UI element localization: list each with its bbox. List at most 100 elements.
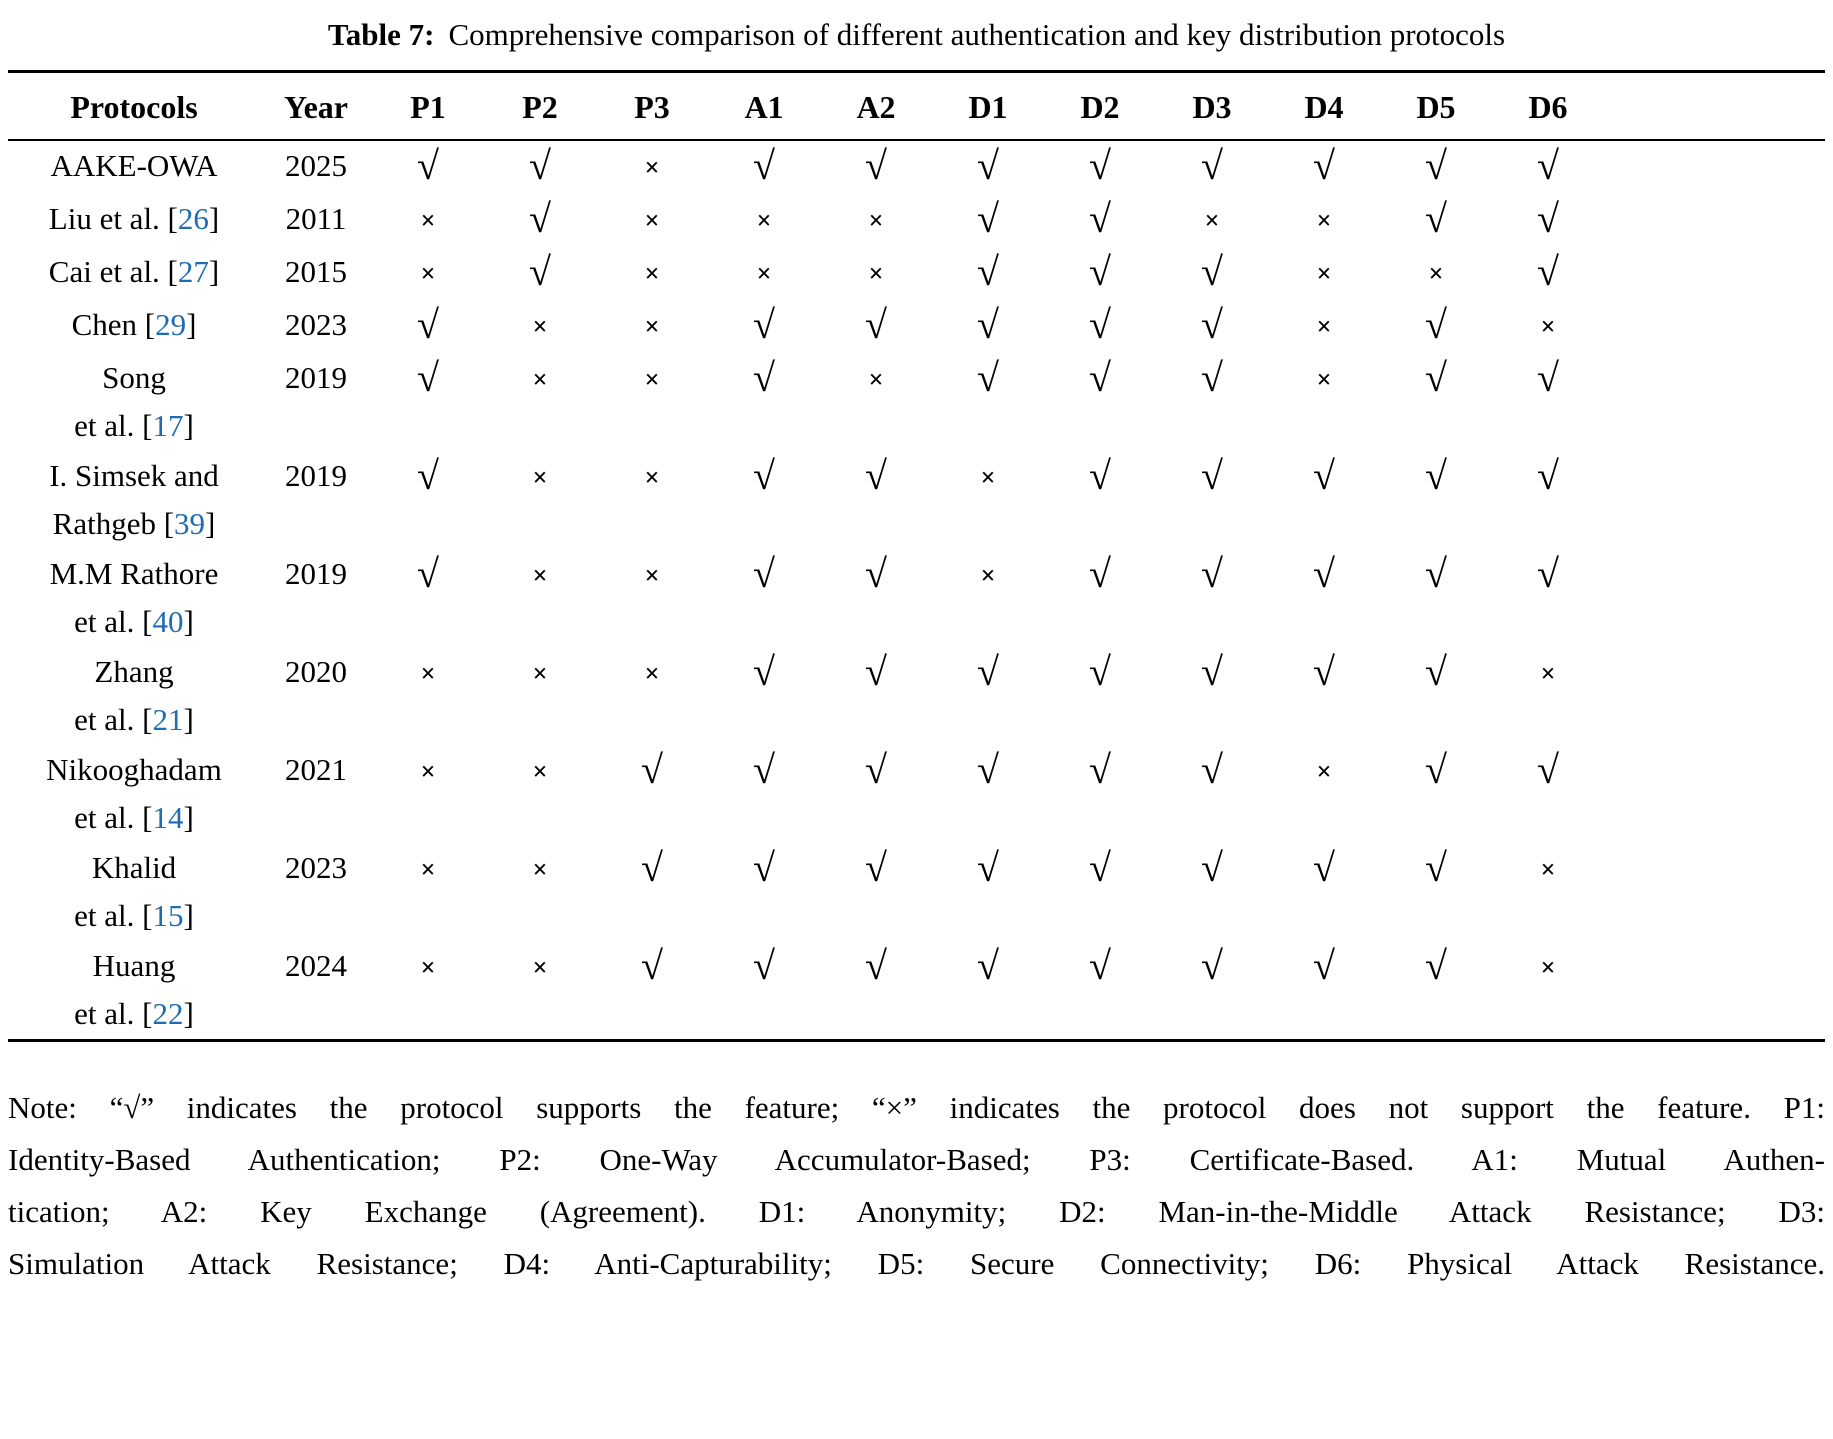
mark-cell: √ xyxy=(932,300,1044,353)
mark-cell: √ xyxy=(1156,140,1268,194)
row-end-spacer xyxy=(1604,549,1825,647)
citation-link[interactable]: 14 xyxy=(152,800,184,835)
table-row: Song et al. [17] 2019 √ × × √ × √ √ √ × √ √ xyxy=(8,353,1825,451)
check-mark: √ xyxy=(1313,845,1335,890)
check-mark: √ xyxy=(1425,143,1447,188)
check-mark: √ xyxy=(1313,453,1335,498)
check-mark: √ xyxy=(641,943,663,988)
mark-cell: √ xyxy=(596,745,708,843)
protocol-text: et al. [ xyxy=(74,898,153,933)
column-header-protocols: Protocols xyxy=(8,71,260,141)
mark-cell: × xyxy=(932,549,1044,647)
header-end-spacer xyxy=(1604,71,1825,141)
year-value: 2011 xyxy=(285,201,347,236)
mark-cell: × xyxy=(1156,194,1268,247)
mark-cell: √ xyxy=(1380,843,1492,941)
table-row: AAKE-OWA 2025 √ √ × √ √ √ √ √ √ √ √ xyxy=(8,140,1825,194)
check-mark: √ xyxy=(417,453,439,498)
mark-cell: × xyxy=(484,941,596,1041)
check-mark: √ xyxy=(865,453,887,498)
mark-cell: × xyxy=(484,843,596,941)
protocol-name-cell: Cai et al. [27] xyxy=(8,247,260,300)
column-header-d6: D6 xyxy=(1492,71,1604,141)
mark-cell: √ xyxy=(1268,140,1380,194)
citation-link[interactable]: 21 xyxy=(152,702,184,737)
mark-cell: √ xyxy=(1044,247,1156,300)
mark-cell: × xyxy=(820,247,932,300)
cross-mark: × xyxy=(1204,206,1220,235)
column-header-p2: P2 xyxy=(484,71,596,141)
check-mark: √ xyxy=(977,747,999,792)
cross-mark: × xyxy=(644,463,660,492)
mark-cell: × xyxy=(596,549,708,647)
column-header-d3: D3 xyxy=(1156,71,1268,141)
row-end-spacer xyxy=(1604,300,1825,353)
table-row: Nikooghadam et al. [14] 2021 × × √ √ √ √ √ √ × √ √ xyxy=(8,745,1825,843)
citation-link[interactable]: 15 xyxy=(152,898,184,933)
mark-cell: √ xyxy=(1156,745,1268,843)
check-mark: √ xyxy=(1425,453,1447,498)
check-mark: √ xyxy=(977,649,999,694)
protocol-name-cell: Song et al. [17] xyxy=(8,353,260,451)
cross-mark: × xyxy=(532,855,548,884)
citation-link[interactable]: 17 xyxy=(152,408,184,443)
mark-cell: × xyxy=(596,647,708,745)
row-end-spacer xyxy=(1604,745,1825,843)
header-row: Protocols Year P1 P2 P3 A1 A2 D1 D2 D3 D4 D5 D6 xyxy=(8,71,1825,141)
cross-mark: × xyxy=(644,312,660,341)
mark-cell: √ xyxy=(1044,647,1156,745)
check-mark: √ xyxy=(753,453,775,498)
check-mark: √ xyxy=(865,649,887,694)
protocol-name-line: AAKE-OWA xyxy=(8,142,260,190)
protocol-name-cell: AAKE-OWA xyxy=(8,140,260,194)
protocol-name-line: et al. [14] xyxy=(8,794,260,842)
check-mark: √ xyxy=(977,355,999,400)
citation-link[interactable]: 29 xyxy=(155,307,187,342)
citation-link[interactable]: 40 xyxy=(152,604,184,639)
check-mark: √ xyxy=(1089,943,1111,988)
mark-cell: × xyxy=(372,247,484,300)
mark-cell: √ xyxy=(708,745,820,843)
mark-cell: √ xyxy=(708,549,820,647)
protocol-name-cell: Nikooghadam et al. [14] xyxy=(8,745,260,843)
mark-cell: √ xyxy=(1044,745,1156,843)
cross-mark: × xyxy=(532,312,548,341)
mark-cell: × xyxy=(372,194,484,247)
table-row: Huang et al. [22] 2024 × × √ √ √ √ √ √ √ √ × xyxy=(8,941,1825,1041)
check-mark: √ xyxy=(1425,551,1447,596)
mark-cell: √ xyxy=(932,941,1044,1041)
check-mark: √ xyxy=(865,143,887,188)
citation-link[interactable]: 26 xyxy=(177,201,209,236)
check-mark: √ xyxy=(1089,649,1111,694)
cross-mark: × xyxy=(420,855,436,884)
mark-cell: √ xyxy=(932,843,1044,941)
mark-cell: √ xyxy=(372,549,484,647)
mark-cell: × xyxy=(596,247,708,300)
check-mark: √ xyxy=(977,143,999,188)
mark-cell: √ xyxy=(1492,451,1604,549)
table-row: Chen [29] 2023 √ × × √ √ √ √ √ × √ × xyxy=(8,300,1825,353)
protocol-text: et al. [ xyxy=(74,702,153,737)
mark-cell: × xyxy=(820,194,932,247)
check-mark: √ xyxy=(753,845,775,890)
protocol-text: Song xyxy=(102,360,166,395)
mark-cell: √ xyxy=(1156,647,1268,745)
cross-mark: × xyxy=(644,206,660,235)
citation-link[interactable]: 39 xyxy=(174,506,206,541)
check-mark: √ xyxy=(865,747,887,792)
note-line: Note: “√” indicates the protocol support… xyxy=(8,1090,1825,1125)
citation-link[interactable]: 27 xyxy=(177,254,209,289)
mark-cell: √ xyxy=(932,647,1044,745)
column-header-d5: D5 xyxy=(1380,71,1492,141)
mark-cell: × xyxy=(596,300,708,353)
check-mark: √ xyxy=(1313,551,1335,596)
check-mark: √ xyxy=(977,249,999,294)
protocol-name-cell: Chen [29] xyxy=(8,300,260,353)
mark-cell: √ xyxy=(484,140,596,194)
mark-cell: √ xyxy=(820,140,932,194)
mark-cell: √ xyxy=(708,300,820,353)
mark-cell: √ xyxy=(1268,843,1380,941)
mark-cell: × xyxy=(484,451,596,549)
citation-link[interactable]: 22 xyxy=(152,996,184,1031)
mark-cell: √ xyxy=(820,549,932,647)
